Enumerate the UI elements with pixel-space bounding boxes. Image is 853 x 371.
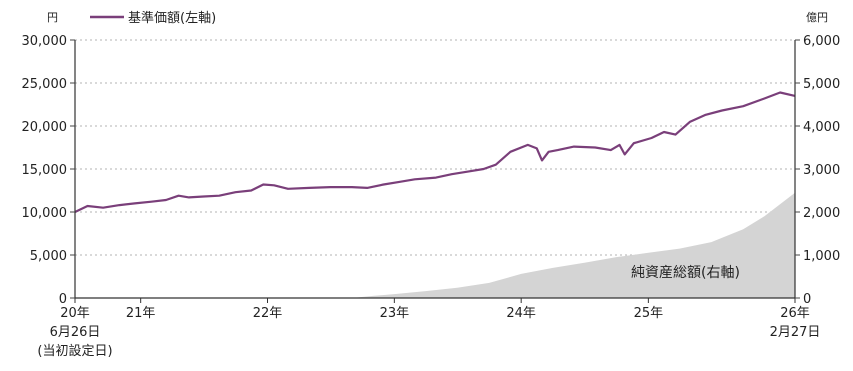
x-tick-label: 22年 bbox=[253, 306, 283, 321]
left-tick-label: 25,000 bbox=[22, 77, 68, 92]
right-tick-label: 6,000 bbox=[803, 34, 840, 49]
left-axis-ticks: 30,000 25,000 20,000 15,000 10,000 5,000 0 bbox=[22, 34, 75, 307]
x-axis-ticks: 20年 6月26日 (当初設定日) 21年 22年 23年 24年 25年 26年 2月27日 bbox=[37, 298, 820, 359]
left-tick-label: 30,000 bbox=[22, 34, 68, 49]
x-tick-label: 20年 bbox=[60, 306, 90, 321]
right-axis-ticks: 6,000 5,000 4,000 3,000 2,000 1,000 0 bbox=[795, 34, 840, 307]
left-tick-label: 20,000 bbox=[22, 120, 68, 135]
legend-label-nav: 基準価額(左軸) bbox=[128, 10, 216, 26]
x-tick-label: 6月26日 bbox=[50, 325, 101, 340]
left-tick-label: 5,000 bbox=[30, 249, 67, 264]
nav-line bbox=[74, 91, 796, 213]
x-tick-label: 25年 bbox=[634, 306, 664, 321]
left-tick-label: 0 bbox=[59, 292, 67, 307]
right-tick-label: 4,000 bbox=[803, 120, 840, 135]
legend: 基準価額(左軸) bbox=[90, 10, 216, 26]
net-assets-area bbox=[75, 192, 795, 298]
x-tick-label: (当初設定日) bbox=[37, 343, 112, 359]
left-axis-unit: 円 bbox=[47, 11, 58, 24]
right-tick-label: 2,000 bbox=[803, 206, 840, 221]
right-tick-label: 1,000 bbox=[803, 249, 840, 264]
right-tick-label: 5,000 bbox=[803, 77, 840, 92]
left-tick-label: 15,000 bbox=[22, 163, 68, 178]
right-tick-label: 3,000 bbox=[803, 163, 840, 178]
x-tick-label: 26年 bbox=[780, 306, 810, 321]
net-assets-label: 純資産総額(右軸) bbox=[631, 265, 740, 281]
nav-line-layer bbox=[74, 91, 796, 213]
net-assets-area-layer bbox=[75, 192, 795, 298]
left-tick-label: 10,000 bbox=[22, 206, 68, 221]
right-tick-label: 0 bbox=[803, 292, 811, 307]
x-tick-label: 23年 bbox=[380, 306, 410, 321]
x-tick-label: 2月27日 bbox=[770, 325, 821, 340]
x-tick-label: 24年 bbox=[506, 306, 536, 321]
right-axis-unit: 億円 bbox=[806, 11, 828, 24]
x-tick-label: 21年 bbox=[126, 306, 156, 321]
